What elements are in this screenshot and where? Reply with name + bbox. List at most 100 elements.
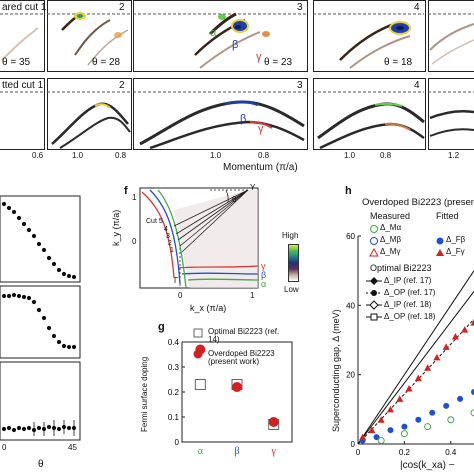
fitted-band	[429, 128, 474, 137]
fitted-band	[249, 121, 273, 129]
panel-number-4: 4	[414, 2, 420, 13]
h-title: Overdoped Bi2223 (present	[362, 197, 474, 208]
legend-open-triangle-red	[369, 247, 379, 257]
h-optimal-title: Optimal Bi2223	[370, 263, 432, 273]
fitted-band	[374, 102, 403, 107]
band-intensity	[114, 32, 122, 38]
legend-filled-diamond	[370, 277, 378, 285]
fitted-panel-number-4: 4	[414, 80, 420, 91]
fitted-panel-number-3: 3	[297, 80, 303, 91]
cut-line	[175, 189, 249, 235]
fermi-surface-gamma	[177, 265, 259, 269]
h-legend-symbols	[366, 225, 444, 321]
fermi-surface-doping-chart: 0 0.1 0.2 0.3 0.4 α β γ	[168, 338, 293, 457]
theta-label-2: θ = 28	[92, 57, 121, 68]
fitted-band	[94, 103, 111, 109]
h-point-measured-alpha	[447, 416, 455, 424]
theta-plot-2-points	[1, 292, 77, 350]
f-band-label-beta: β	[261, 270, 267, 280]
fitted-band	[319, 122, 425, 150]
measured-panel-2	[47, 0, 132, 72]
fitted-band	[59, 116, 131, 149]
x-tick: 0.8	[258, 151, 270, 160]
h-ref-line-op17	[357, 318, 474, 445]
theta-x-axis-label: θ	[38, 459, 44, 470]
g-y-axis-label: Fermi surface doping	[140, 356, 149, 432]
theta-dependence-plots	[0, 195, 81, 441]
h-point-fitted-gamma	[396, 395, 404, 402]
g-legend-optimal: Optimal Bi2223 (ref. 14)	[208, 327, 280, 344]
h-x-axis-label: |cos(k_xa) −	[400, 460, 455, 471]
h-point-fitted-beta	[443, 402, 450, 409]
fitted-panel-3	[133, 78, 308, 150]
measured-panel-3	[133, 0, 308, 72]
cut-label-2: 2	[168, 240, 172, 247]
theta-symbol: θ	[232, 195, 237, 204]
h-point-fitted-gamma	[359, 433, 367, 441]
measured-panel-4	[313, 0, 426, 72]
theta-x-tick-45: 45	[68, 443, 77, 452]
fermi-surface-beta	[149, 189, 181, 285]
colorbar	[288, 244, 299, 282]
band-intensity	[349, 35, 411, 69]
g-point-optimal	[194, 379, 206, 390]
theta-plot-frame	[0, 361, 81, 441]
band-intensity	[262, 31, 270, 37]
fitted-panel-2	[47, 78, 132, 150]
x-axis-label-momentum: Momentum (π/a)	[223, 162, 298, 173]
g-x-tick-label: γ	[270, 446, 276, 457]
band-intensity	[429, 23, 474, 51]
h-y-tick-label: 20	[346, 371, 355, 380]
fermi-surface-gamma	[141, 191, 175, 279]
x-tick: 0.6	[32, 151, 44, 160]
cut-line	[177, 189, 249, 241]
band-intensity	[431, 39, 474, 65]
legend-filled-circle	[193, 349, 203, 359]
cut-label-4: 4	[164, 226, 168, 233]
h-point-fitted-beta	[457, 395, 464, 402]
h-y-tick-label: 60	[346, 232, 355, 241]
g-y-tick-label: 0.2	[168, 388, 180, 397]
h-point-measured-alpha	[377, 437, 385, 445]
fitted-band-label-gamma: γ	[258, 123, 264, 135]
fermi-surface-beta	[181, 272, 259, 275]
g-y-tick-label: 0.4	[168, 338, 180, 347]
fitted-panel-5	[428, 78, 474, 150]
theta-plot-3-points	[1, 424, 77, 433]
cut-label-1: 1	[170, 247, 174, 254]
h-optimal-op-17: Δ_OP (ref. 17)	[384, 288, 436, 297]
panel-label-f: f	[124, 185, 128, 197]
h-point-fitted-gamma	[386, 405, 394, 413]
h-y-axis-label: Superconducting gap, Δ (meV)	[331, 309, 341, 432]
h-y-tick-label: 40	[346, 301, 355, 310]
panel-number-2: 2	[119, 2, 125, 13]
legend-open-diamond	[369, 300, 379, 310]
theta-plot-1-points	[1, 201, 77, 280]
h-x-tick-label: 0.2	[399, 448, 411, 457]
f-y-tick-1: 1	[132, 193, 137, 202]
band-intensity	[218, 14, 226, 20]
f-y-axis-label: k_y (π/a)	[111, 209, 121, 246]
h-point-fitted-gamma	[461, 326, 469, 333]
g-x-tick-label: α	[198, 446, 204, 457]
h-point-fitted-gamma	[451, 333, 459, 340]
h-legend-alpha: Δ_Mα	[380, 223, 402, 232]
h-point-fitted-gamma	[414, 374, 422, 382]
h-optimal-op-18: Δ_OP (ref. 18)	[384, 312, 436, 321]
x-tick: 1.0	[72, 151, 84, 160]
band-intensity	[1, 27, 39, 61]
fitted-band	[429, 110, 474, 120]
cut-line	[179, 189, 249, 247]
panel-label-g: g	[158, 321, 165, 333]
band-intensity	[87, 29, 129, 66]
measurement-region	[174, 190, 258, 288]
fitted-band	[149, 120, 305, 150]
fitted-band	[224, 100, 259, 107]
h-measured-label: Measured	[370, 211, 411, 221]
g-point-overdoped	[268, 417, 279, 427]
h-point-fitted-beta	[429, 409, 436, 416]
h-point-fitted-gamma	[377, 416, 385, 423]
g-legend-symbols	[193, 328, 203, 359]
theta-arc	[225, 189, 229, 203]
cut-label-5: Cut 5	[146, 218, 163, 225]
